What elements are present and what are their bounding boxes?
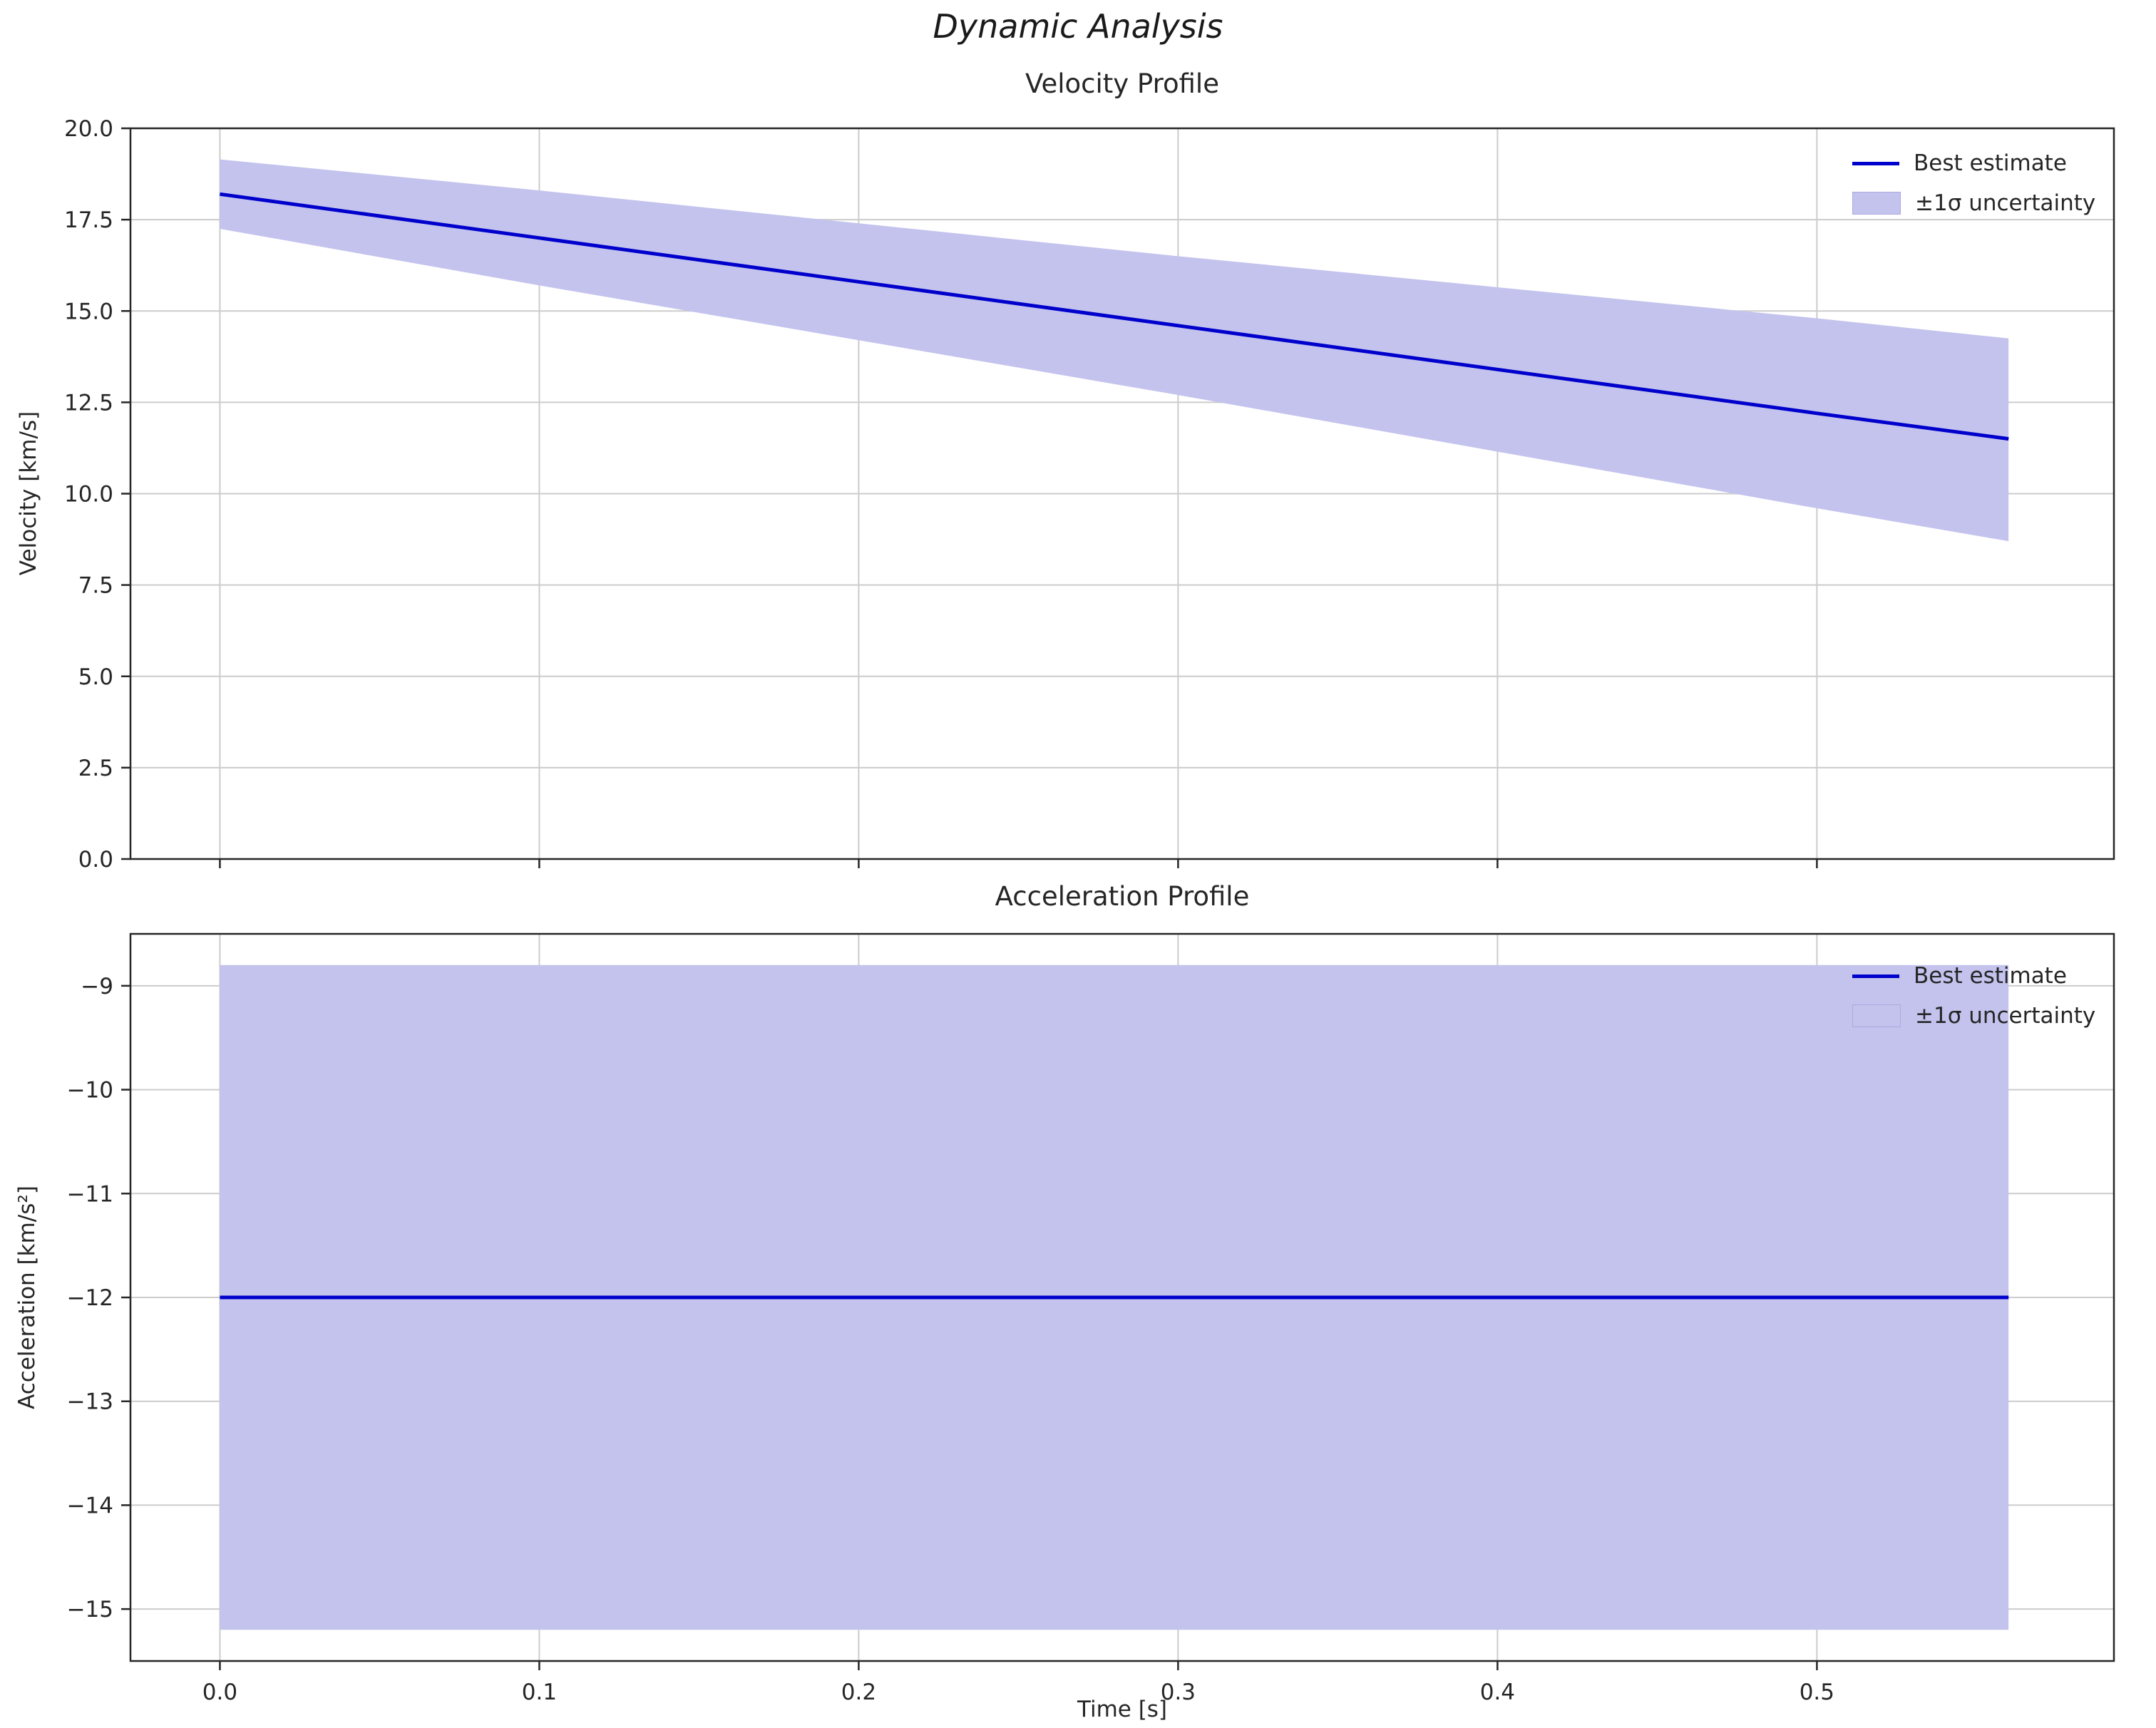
y-tick-label: −14 xyxy=(67,1493,113,1518)
band-swatch-icon xyxy=(1852,192,1901,215)
y-tick-label: 5.0 xyxy=(78,664,113,690)
y-tick-label: −10 xyxy=(67,1078,113,1104)
x-tick-label: 0.3 xyxy=(1161,1680,1196,1705)
acceleration-plot-title: Acceleration Profile xyxy=(995,881,1250,912)
y-tick-label: 20.0 xyxy=(64,116,113,142)
legend-item-best-estimate: Best estimate xyxy=(1852,147,2095,180)
x-tick-label: 0.2 xyxy=(841,1680,876,1705)
x-tick-label: 0.5 xyxy=(1800,1680,1834,1705)
legend-item-uncertainty: ±1σ uncertainty xyxy=(1852,187,2095,220)
acceleration-plot: −9 −10 −11 −12 −13 −14 −15 0.0 0.1 0.2 0.3 0.4 0.5 xyxy=(67,932,2115,1705)
y-tick-label: 2.5 xyxy=(78,756,113,781)
x-axis-label: Time [s] xyxy=(1077,1697,1168,1722)
figure-title: Dynamic Analysis xyxy=(933,7,1223,46)
legend-label: ±1σ uncertainty xyxy=(1915,1003,2096,1029)
x-tick-label: 0.0 xyxy=(202,1680,237,1705)
y-tick-label: −13 xyxy=(67,1389,113,1415)
acceleration-legend: Best estimate ±1σ uncertainty xyxy=(1852,960,2095,1032)
best-estimate-line xyxy=(220,192,2009,441)
y-tick-label: −11 xyxy=(67,1181,113,1207)
velocity-plot-title: Velocity Profile xyxy=(1025,68,1219,99)
velocity-plot: 0.0 2.5 5.0 7.5 10.0 12.5 15.0 17.5 20.0 xyxy=(64,116,2115,873)
legend-label: Best estimate xyxy=(1914,150,2067,176)
x-tick-label: 0.4 xyxy=(1480,1680,1515,1705)
acceleration-y-axis-label: Acceleration [km/s²] xyxy=(14,1186,40,1409)
y-tick-label: 17.5 xyxy=(64,207,113,233)
y-tick-label: 10.0 xyxy=(64,482,113,508)
velocity-legend: Best estimate ±1σ uncertainty xyxy=(1852,147,2095,220)
x-tick-label: 0.1 xyxy=(522,1680,557,1705)
y-tick-label: 12.5 xyxy=(64,390,113,416)
y-tick-label: 0.0 xyxy=(78,847,113,873)
y-tick-label: −12 xyxy=(67,1285,113,1311)
y-tick-label: 7.5 xyxy=(78,573,113,599)
y-tick-label: −9 xyxy=(81,974,113,999)
legend-label: ±1σ uncertainty xyxy=(1915,190,2096,216)
legend-label: Best estimate xyxy=(1914,963,2067,989)
legend-item-best-estimate: Best estimate xyxy=(1852,960,2095,992)
y-tick-label: −15 xyxy=(67,1597,113,1622)
line-swatch-icon xyxy=(1852,161,1899,165)
line-swatch-icon xyxy=(1852,974,1899,978)
uncertainty-band xyxy=(220,159,2009,542)
legend-item-uncertainty: ±1σ uncertainty xyxy=(1852,999,2095,1032)
velocity-y-axis-label: Velocity [km/s] xyxy=(16,411,41,576)
band-swatch-icon xyxy=(1852,1004,1901,1027)
y-tick-label: 15.0 xyxy=(64,299,113,324)
